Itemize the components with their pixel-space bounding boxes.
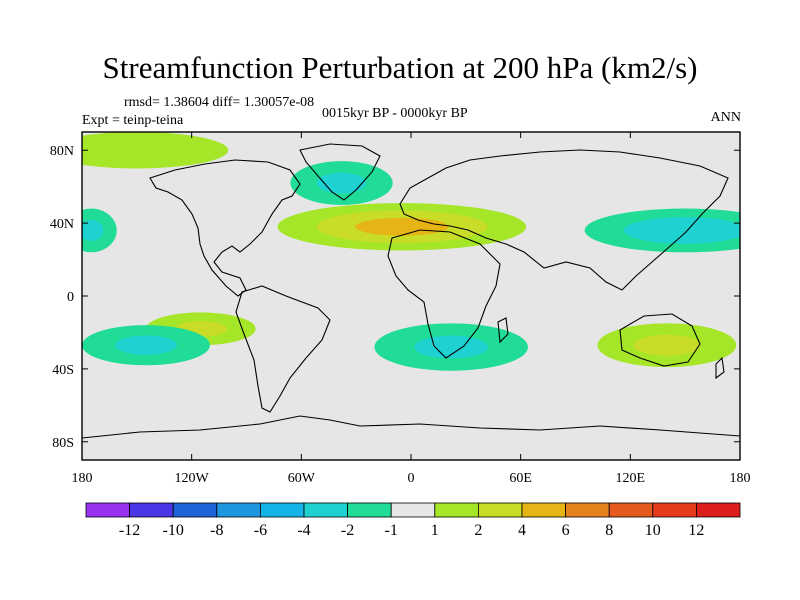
colorbar-label: -12 [119, 522, 140, 539]
plot-background [82, 132, 740, 460]
colorbar-swatch [521, 502, 566, 518]
colorbar-swatch [390, 502, 436, 518]
colorbar-swatch [565, 502, 610, 518]
experiment-label: Expt = teinp-teina [82, 113, 184, 128]
colorbar-swatch [434, 502, 479, 518]
x-tick-label: 60W [288, 471, 316, 486]
x-tick-label: 180 [72, 471, 93, 486]
colorbar-swatch [652, 502, 697, 518]
colorbar-swatch [216, 502, 261, 518]
anomaly-band [355, 217, 449, 236]
colorbar-label: 12 [688, 522, 704, 539]
colorbar-label: 8 [605, 522, 613, 539]
colorbar-swatch [259, 502, 305, 518]
anomaly-band [115, 335, 177, 355]
x-tick-label: 60E [509, 471, 532, 486]
colorbar-label: -2 [341, 522, 354, 539]
colorbar-label: 6 [562, 522, 570, 539]
coastline-south-america [235, 285, 331, 413]
colorbar-label: -8 [210, 522, 223, 539]
anomaly-north-atlantic-mediterranean-positive [277, 203, 527, 251]
anomaly-band [82, 139, 193, 162]
y-tick-label: 40S [52, 363, 74, 378]
period-label: 0015kyr BP - 0000kyr BP [322, 106, 468, 121]
colorbar-label: 2 [474, 522, 482, 539]
coastline-greenland [299, 143, 381, 201]
colorbar-swatch [696, 502, 741, 518]
colorbar-label: -6 [254, 522, 267, 539]
anomaly-arctic-positive [82, 132, 229, 169]
colorbar: -12 -10 -8 -6 -4 -2 -1 1 2 4 6 8 10 12 [85, 502, 741, 539]
colorbar-label: -1 [385, 522, 398, 539]
anomaly-field [82, 132, 740, 371]
anomaly-band [643, 221, 727, 240]
x-tick-label: 0 [408, 471, 415, 486]
coastline-australia [619, 313, 701, 367]
colorbar-swatch [303, 502, 348, 518]
colorbar-label: -4 [297, 522, 310, 539]
y-tick-label: 80S [52, 436, 74, 451]
anomaly-band [82, 219, 104, 241]
anomaly-australia-positive [597, 323, 737, 368]
anomaly-east-asia-pacific-negative [584, 208, 740, 253]
x-tick-label: 120W [175, 471, 210, 486]
x-tick-label: 120E [616, 471, 646, 486]
colorbar-swatch [172, 502, 218, 518]
coastline-eurasia [399, 149, 729, 291]
anomaly-south-pacific-negative [82, 325, 210, 366]
x-tick-label: 180 [730, 471, 751, 486]
coastline-new-zealand [715, 356, 725, 380]
y-tick-label: 0 [67, 290, 74, 305]
colorbar-swatch [347, 502, 392, 518]
anomaly-south-atlantic-africa-negative [374, 323, 528, 371]
anomaly-greenland-negative [290, 161, 393, 205]
coastline-antarctica [82, 415, 740, 439]
colorbar-swatch [608, 502, 654, 518]
rmsd-diff-label: rmsd= 1.38604 diff= 1.30057e-08 [124, 95, 315, 110]
anomaly-dateline-west-negative [82, 208, 117, 253]
colorbar-swatch [129, 502, 174, 518]
axes: 180 120W 60W 0 60E 120E 180 80N 40N 0 40S 80S [50, 132, 751, 486]
chart-title: Streamfunction Perturbation at 200 hPa (… [102, 50, 698, 85]
y-tick-label: 40N [50, 217, 74, 232]
colorbar-label: 1 [431, 522, 439, 539]
coastlines [82, 143, 740, 439]
anomaly-band [633, 334, 701, 356]
coastline-africa [387, 229, 501, 359]
colorbar-label: 4 [518, 522, 526, 539]
colorbar-label: 10 [645, 522, 661, 539]
colorbar-swatch [85, 502, 130, 518]
coastline-madagascar [497, 317, 509, 344]
y-tick-label: 80N [50, 144, 74, 159]
season-label: ANN [710, 110, 741, 125]
colorbar-swatch [477, 502, 523, 518]
coastline-north-america [149, 159, 301, 297]
colorbar-label: -10 [163, 522, 184, 539]
